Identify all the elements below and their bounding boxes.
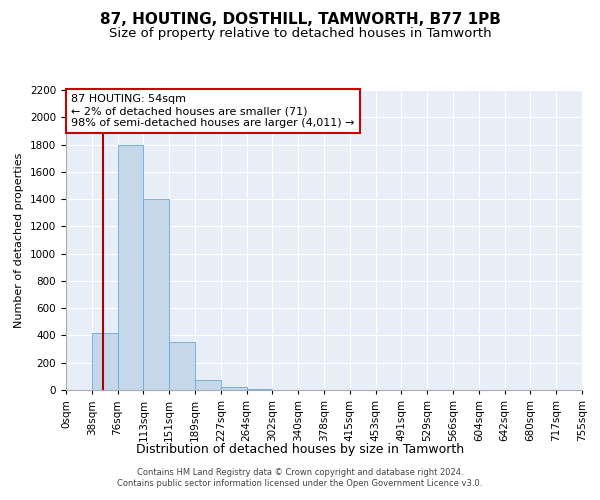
Bar: [118, 144, 143, 390]
Bar: [195, 380, 221, 390]
Y-axis label: Number of detached properties: Number of detached properties: [14, 152, 25, 328]
Text: Distribution of detached houses by size in Tamworth: Distribution of detached houses by size …: [136, 442, 464, 456]
Text: 87 HOUTING: 54sqm
← 2% of detached houses are smaller (71)
98% of semi-detached : 87 HOUTING: 54sqm ← 2% of detached house…: [71, 94, 355, 128]
Text: Contains HM Land Registry data © Crown copyright and database right 2024.
Contai: Contains HM Land Registry data © Crown c…: [118, 468, 482, 487]
Text: Size of property relative to detached houses in Tamworth: Size of property relative to detached ho…: [109, 28, 491, 40]
Bar: [143, 199, 169, 390]
Text: 87, HOUTING, DOSTHILL, TAMWORTH, B77 1PB: 87, HOUTING, DOSTHILL, TAMWORTH, B77 1PB: [100, 12, 500, 28]
Bar: [92, 332, 118, 390]
Bar: [221, 386, 247, 390]
Bar: [169, 342, 195, 390]
